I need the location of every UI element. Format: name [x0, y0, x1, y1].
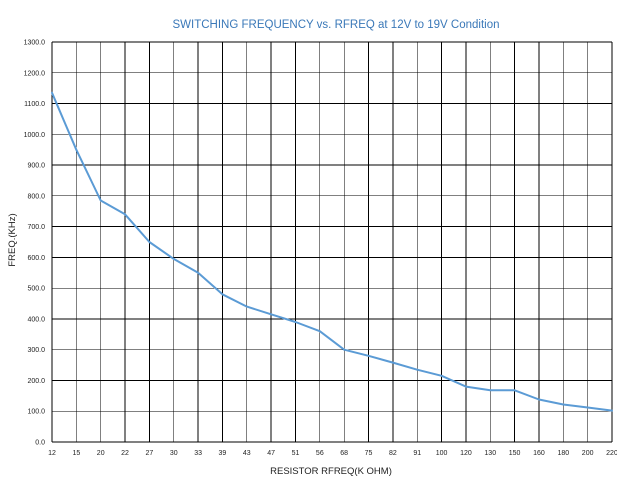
- x-tick-label: 68: [340, 450, 348, 457]
- x-tick-label: 75: [365, 450, 373, 457]
- x-tick-label: 33: [194, 450, 202, 457]
- y-tick-label: 800.0: [27, 193, 45, 200]
- y-axis-label: FREQ.(KHz): [7, 213, 18, 266]
- x-tick-label: 47: [267, 450, 275, 457]
- y-tick-label: 1100.0: [24, 101, 45, 108]
- x-tick-label: 180: [557, 450, 569, 457]
- chart-title: SWITCHING FREQUENCY vs. RFREQ at 12V to …: [173, 19, 500, 31]
- series-layer: [51, 91, 613, 412]
- x-tick-label: 27: [145, 450, 153, 457]
- x-axis-ticks: 12 15 20 22 27 30 33 39 43 47 51 56 68 75 82 91 100 120 13…: [48, 450, 617, 457]
- x-axis-label: RESISTOR RFREQ(K OHM): [270, 466, 392, 477]
- grid-layer: [51, 41, 613, 443]
- x-tick-label: 100: [436, 450, 448, 457]
- x-tick-label: 51: [292, 450, 300, 457]
- x-tick-label: 56: [316, 450, 324, 457]
- x-tick-label: 220: [606, 450, 617, 457]
- y-tick-label: 900.0: [27, 163, 45, 170]
- x-tick-label: 22: [121, 450, 129, 457]
- series-line: [51, 91, 613, 412]
- y-tick-label: 100.0: [27, 409, 45, 416]
- x-tick-label: 43: [243, 450, 251, 457]
- x-tick-label: 91: [413, 450, 421, 457]
- y-tick-label: 400.0: [27, 316, 45, 323]
- x-tick-label: 30: [170, 450, 178, 457]
- y-tick-label: 1000.0: [24, 132, 46, 139]
- y-tick-label: 500.0: [27, 286, 45, 293]
- y-tick-label: 1200.0: [24, 70, 46, 77]
- x-tick-label: 150: [509, 450, 521, 457]
- x-tick-label: 15: [72, 450, 80, 457]
- y-tick-label: 0.0: [35, 440, 45, 447]
- x-tick-label: 160: [533, 450, 545, 457]
- x-tick-label: 200: [582, 450, 594, 457]
- x-tick-label: 120: [460, 450, 472, 457]
- x-tick-label: 39: [219, 450, 227, 457]
- y-tick-label: 600.0: [27, 255, 45, 262]
- x-tick-label: 130: [484, 450, 496, 457]
- x-tick-label: 20: [97, 450, 105, 457]
- y-tick-label: 1300.0: [24, 40, 46, 47]
- x-tick-label: 12: [48, 450, 56, 457]
- y-tick-label: 700.0: [27, 224, 45, 231]
- x-tick-label: 82: [389, 450, 397, 457]
- y-tick-label: 300.0: [27, 347, 45, 354]
- y-tick-label: 200.0: [27, 378, 45, 385]
- y-axis-ticks: 0.0 100.0 200.0 300.0 400.0 500.0 600.0 700.0 80…: [24, 40, 46, 447]
